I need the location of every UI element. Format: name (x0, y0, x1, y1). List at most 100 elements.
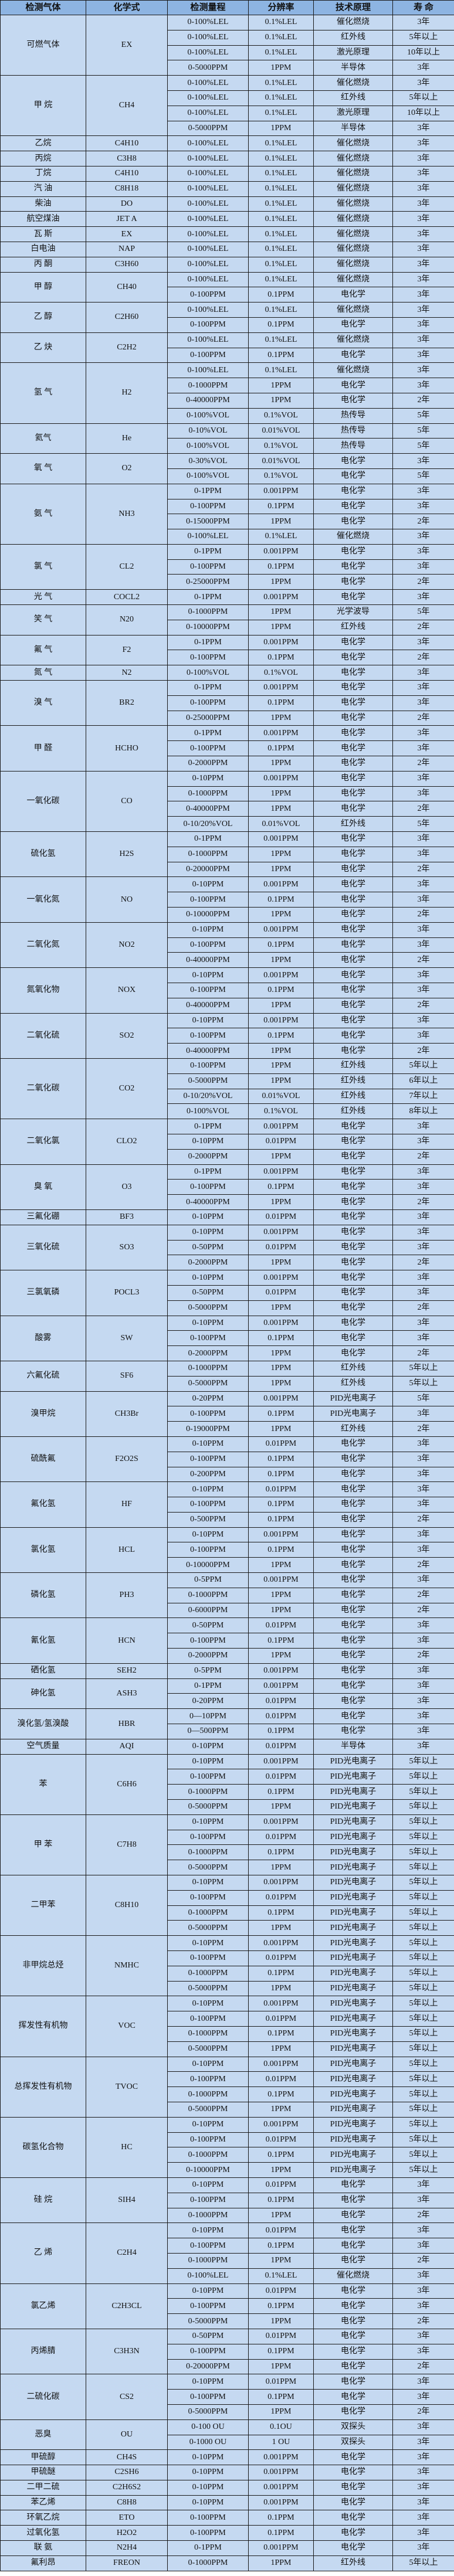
range-cell: 0-100PPM (167, 1950, 249, 1966)
range-cell: 0-100PPM (167, 2238, 249, 2254)
principle-cell: 热传导 (313, 423, 393, 439)
principle-cell: 红外线 (313, 1073, 393, 1089)
resolution-cell: 0.1PPM (248, 937, 314, 953)
life-cell: 5年以上 (392, 1950, 454, 1966)
life-cell: 3年 (392, 589, 454, 606)
gas-cell: 二甲二硫 (0, 2479, 86, 2496)
life-cell: 3年 (392, 680, 454, 696)
resolution-cell: 1PPM (248, 2358, 314, 2375)
principle-cell: 电化学 (313, 1542, 393, 1558)
resolution-cell: 0.01PPM (248, 2222, 314, 2239)
range-cell: 0-50PPM (167, 1239, 249, 1256)
range-cell: 0-100PPM (167, 650, 249, 666)
resolution-cell: 1PPM (248, 514, 314, 530)
formula-cell: ASH3 (86, 1678, 168, 1710)
principle-cell: PID光电离子 (313, 1406, 393, 1422)
life-cell: 3年 (392, 2540, 454, 2556)
table-row: 0-20PPM 0.01PPM 电化学 3年 (1, 1693, 454, 1710)
life-cell: 3年 (392, 529, 454, 545)
table-row: 恶臭 OU 0-100 OU 0.1OU 双探头 3年 (0, 2419, 454, 2451)
resolution-cell: 0.001PPM (248, 2116, 314, 2133)
resolution-cell: 0.01PPM (248, 1708, 314, 1725)
range-cell: 0-1PPM (167, 634, 249, 651)
principle-cell: 电化学 (313, 2404, 393, 2420)
table-row: 0-2000PPM 1PPM 电化学 2年 (1, 1255, 454, 1271)
principle-cell: 激光原理 (313, 105, 393, 121)
principle-cell: 电化学 (313, 1315, 393, 1331)
principle-cell: 催化燃烧 (313, 75, 393, 91)
principle-cell: 红外线 (313, 1375, 393, 1392)
life-cell: 2年 (392, 1345, 454, 1361)
formula-cell: He (86, 423, 168, 454)
range-cell: 0-100PPM (167, 2525, 249, 2541)
range-cell: 0-5000PPM (167, 2404, 249, 2420)
table-row: 0-100PPM 0.01PPM PID光电离子 5年以上 (1, 2071, 454, 2088)
table-row: 乙 炔 C2H2 0-100%LEL 0.1%LEL 催化燃烧 3年 (0, 332, 454, 363)
table-row: 非甲烷总烃 NMHC 0-10PPM 0.001PPM PID光电离子 5年以上 (0, 1935, 454, 1997)
life-cell: 3年 (392, 770, 454, 787)
table-row: 0-100%VOL 0.1%VOL 电化学 5年 (1, 468, 454, 484)
range-cell: 0-40000PPM (167, 392, 249, 409)
resolution-cell: 1PPM (248, 2313, 314, 2329)
formula-cell: CO (86, 770, 168, 832)
principle-cell: 电化学 (313, 1572, 393, 1588)
principle-cell: 电化学 (313, 922, 393, 938)
range-cell: 0-5000PPM (167, 2041, 249, 2057)
table-row: 臭 氧 O3 0-1PPM 0.001PPM 电化学 3年 (0, 1164, 454, 1210)
range-cell: 0-15000PPM (167, 514, 249, 530)
range-cell: 0-10PPM (167, 2177, 249, 2193)
table-row: 0-100PPM 0.1PPM 电化学 2年 (1, 650, 454, 666)
range-cell: 0-100PPM (167, 1179, 249, 1195)
life-cell: 5年 (392, 816, 454, 832)
life-cell: 3年 (392, 1119, 454, 1134)
table-row: 0-10000PPM 1PPM 红外线 2年 (1, 619, 454, 635)
formula-cell: H2 (86, 362, 168, 424)
life-cell: 2年 (392, 756, 454, 772)
range-cell: 0-1PPM (167, 831, 249, 847)
formula-cell: HF (86, 1481, 168, 1528)
table-row: 三氧化硫 SO3 0-10PPM 0.001PPM 电化学 3年 (0, 1224, 454, 1271)
life-cell: 5年 (392, 1391, 454, 1407)
life-cell: 3年 (392, 2525, 454, 2541)
range-cell: 0-1PPM (167, 680, 249, 696)
resolution-cell: 0.001PPM (248, 922, 314, 938)
range-cell: 0-50PPM (167, 2328, 249, 2344)
table-row: 0-10000PPM 1PPM PID光电离子 5年以上 (1, 2162, 454, 2178)
life-cell: 5年以上 (392, 1058, 454, 1074)
resolution-cell: 0.1PPM (248, 347, 314, 363)
principle-cell: 电化学 (313, 1133, 393, 1150)
gas-cell: 一氧化氮 (0, 876, 86, 923)
life-cell: 3年 (392, 725, 454, 742)
life-cell: 2年 (392, 2404, 454, 2420)
table-row: 0-10/20%VOL 0.01%VOL 红外线 7年以上 (1, 1088, 454, 1105)
range-cell: 0-100PPM (167, 983, 249, 998)
life-cell: 5年以上 (392, 1920, 454, 1936)
range-cell: 0-5000PPM (167, 1375, 249, 1392)
principle-cell: 电化学 (313, 1602, 393, 1619)
life-cell: 5年以上 (392, 2132, 454, 2148)
resolution-cell: 0.001PPM (248, 1391, 314, 1407)
table-row: 航空煤油 JET A 0-100%LEL 0.1%LEL 催化燃烧 3年 (0, 211, 454, 227)
table-row: 0-100PPM 0.1PPM 电化学 3年 (1, 740, 454, 757)
resolution-cell: 1PPM (248, 2041, 314, 2057)
resolution-cell: 1PPM (248, 378, 314, 393)
resolution-cell: 1PPM (248, 1557, 314, 1574)
principle-cell: 电化学 (313, 1194, 393, 1210)
principle-cell: 电化学 (313, 831, 393, 847)
table-row: 0-1000PPM 0.1PPM PID光电离子 5年以上 (1, 1965, 454, 1982)
principle-cell: 电化学 (313, 1148, 393, 1165)
range-cell: 0-5000PPM (167, 1300, 249, 1316)
resolution-cell: 0.1PPM (248, 498, 314, 515)
gas-cell: 乙 烯 (0, 2222, 86, 2284)
gas-cell: 过氧化氢 (0, 2525, 86, 2541)
table-row: 0-5000PPM 1PPM 半导体 3年 (1, 120, 454, 137)
life-cell: 3年 (392, 287, 454, 303)
resolution-cell: 0.1%LEL (248, 226, 314, 242)
resolution-cell: 0.01PPM (248, 1829, 314, 1846)
resolution-cell: 1PPM (248, 1799, 314, 1815)
range-cell: 0-19000PPM (167, 1421, 249, 1437)
table-row: 0-100PPM 0.1PPM 电化学 3年 (1, 347, 454, 363)
table-row: 空气质量 AQI 0-10PPM 0.01PPM 半导体 3年 (0, 1738, 454, 1755)
life-cell: 5年以上 (392, 1996, 454, 2012)
life-cell: 5年以上 (392, 1360, 454, 1377)
